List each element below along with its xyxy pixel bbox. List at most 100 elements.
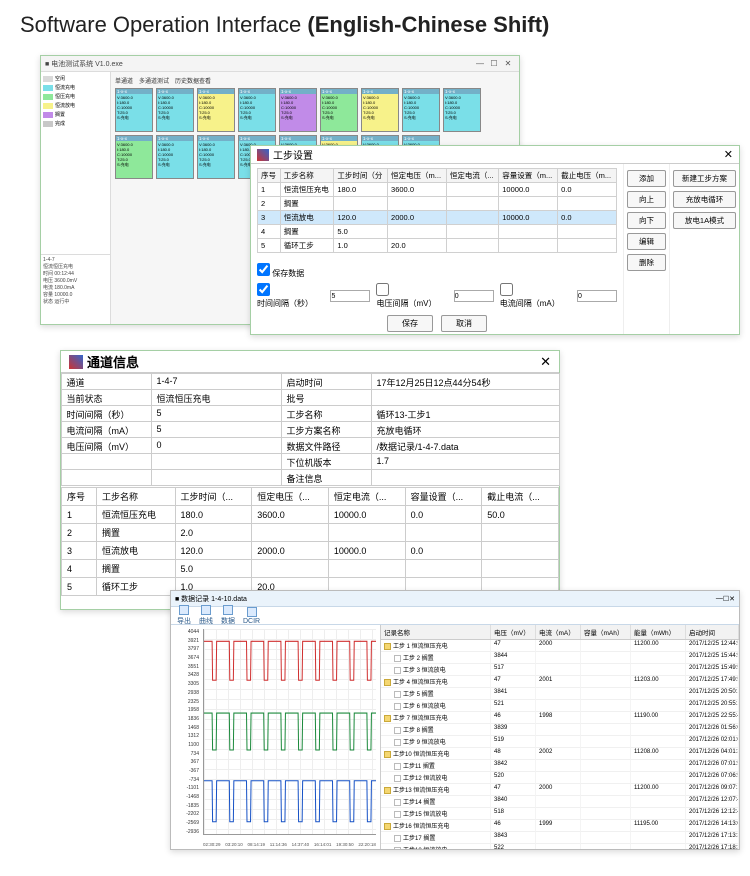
info-value (371, 469, 560, 486)
close-button[interactable]: ✕ (729, 595, 735, 603)
table-row: 2搁置2.0 (62, 524, 559, 542)
channel-info-dialog: 通道信息 ✕ 通道1-4-7启动时间17年12月25日12点44分54秒当前状态… (60, 350, 560, 610)
channel-tile[interactable]: 1-x-xV:3600.0I:180.0C:10000T:25.0S:充电 (115, 88, 153, 132)
channel-tile[interactable]: 1-x-xV:3600.0I:180.0C:10000T:25.0S:充电 (197, 88, 235, 132)
step-action-button[interactable]: 向上 (627, 191, 666, 208)
data-row[interactable]: 工步 4 恒流恒压充电47200111203.002017/12/25 17:4… (381, 676, 739, 688)
close-button[interactable]: ✕ (540, 354, 551, 370)
column-header[interactable]: 能量（mWh） (631, 625, 686, 639)
channel-tile[interactable]: 1-x-xV:3600.0I:180.0C:10000T:25.0S:充电 (156, 135, 194, 179)
info-value (151, 453, 282, 470)
data-row[interactable]: 工步14 搁置38402017/12/26 12:07:42 (381, 796, 739, 808)
info-label: 通道 (61, 373, 152, 390)
data-row[interactable]: 工步18 恒流放电5222017/12/26 17:18:30 (381, 844, 739, 849)
app-icon (69, 355, 83, 369)
channel-info-grid: 通道1-4-7启动时间17年12月25日12点44分54秒当前状态恒流恒压充电批… (61, 373, 559, 485)
step-action-button[interactable]: 编辑 (627, 233, 666, 250)
column-header[interactable]: 启动时间 (686, 625, 739, 639)
channel-tile[interactable]: 1-x-xV:3600.0I:180.0C:10000T:25.0S:充电 (279, 88, 317, 132)
info-label: 时间间隔（秒） (61, 405, 152, 422)
info-label (61, 469, 152, 486)
time-interval-input[interactable] (330, 290, 370, 302)
tab[interactable]: 单通道 (115, 76, 133, 85)
channel-tile[interactable]: 1-x-xV:3600.0I:180.0C:10000T:25.0S:充电 (197, 135, 235, 179)
time-interval-checkbox[interactable]: 时间间隔（秒） (257, 283, 324, 309)
data-row[interactable]: 工步10 恒流恒压充电48200211208.002017/12/26 04:0… (381, 748, 739, 760)
data-row[interactable]: 工步 9 恒流放电5192017/12/26 02:01:06 (381, 736, 739, 748)
column-header[interactable]: 容量（mAh） (581, 625, 631, 639)
channel-tile[interactable]: 1-x-xV:3600.0I:180.0C:10000T:25.0S:充电 (238, 88, 276, 132)
minimize-button[interactable]: — (716, 595, 723, 602)
data-row[interactable]: 工步17 搁置38432017/12/26 17:13:30 (381, 832, 739, 844)
maximize-button[interactable]: ☐ (487, 59, 501, 68)
close-button[interactable]: ✕ (724, 148, 733, 161)
volt-interval-input[interactable] (454, 290, 494, 302)
step-action-button[interactable]: 添加 (627, 170, 666, 187)
channel-tile[interactable]: 1-x-xV:3600.0I:180.0C:10000T:25.0S:充电 (320, 88, 358, 132)
chart-svg (204, 629, 376, 834)
table-row[interactable]: 1恒流恒压充电180.03600.010000.00.0 (258, 183, 617, 197)
tab[interactable]: 历史数据查看 (175, 76, 211, 85)
tab-strip: 单通道多通道测试历史数据查看 (115, 76, 515, 85)
win4-title: ■ 数据记录 1-4-10.data (175, 594, 247, 604)
data-row[interactable]: 工步12 恒流放电5202017/12/26 07:06:54 (381, 772, 739, 784)
save-button[interactable]: 保存 (387, 315, 433, 332)
tool-button[interactable]: 数据 (221, 605, 235, 626)
table-row[interactable]: 4搁置5.0 (258, 225, 617, 239)
win4-titlebar[interactable]: ■ 数据记录 1-4-10.data — ☐ ✕ (171, 591, 739, 607)
data-row[interactable]: 工步16 恒流恒压充电46199911195.002017/12/26 14:1… (381, 820, 739, 832)
tool-button[interactable]: DCIR (243, 607, 260, 625)
plan-button[interactable]: 新建工步方案 (673, 170, 736, 187)
steps-table[interactable]: 序号工步名称工步时间（分恒定电压（m...恒定电流（...容量设置（m...截止… (257, 168, 617, 253)
save-data-checkbox[interactable]: 保存数据 (257, 263, 617, 279)
step-action-button[interactable]: 删除 (627, 254, 666, 271)
data-row[interactable]: 工步15 恒流放电5182017/12/26 12:12:42 (381, 808, 739, 820)
channel-tile[interactable]: 1-x-xV:3600.0I:180.0C:10000T:25.0S:充电 (361, 88, 399, 132)
data-row[interactable]: 工步 7 恒流恒压充电46199811190.002017/12/25 22:5… (381, 712, 739, 724)
data-row[interactable]: 工步 8 搁置38392017/12/26 01:56:06 (381, 724, 739, 736)
win2-titlebar[interactable]: 工步设置 ✕ (251, 146, 739, 164)
toolbar: 导出曲线数据 DCIR (171, 607, 739, 625)
close-button[interactable]: ✕ (501, 59, 515, 68)
table-row[interactable]: 5循环工步1.020.0 (258, 239, 617, 253)
data-table-body[interactable]: 工步 1 恒流恒压充电47200011200.002017/12/25 12:4… (381, 640, 739, 849)
table-row[interactable]: 3恒流放电120.02000.010000.00.0 (258, 211, 617, 225)
data-row[interactable]: 工步 3 恒流放电5172017/12/25 15:49:54 (381, 664, 739, 676)
legend-item: 搁置 (43, 110, 108, 119)
win1-titlebar[interactable]: ■ 电池测试系统 V1.0.exe — ☐ ✕ (41, 56, 519, 72)
column-header[interactable]: 电流（mA） (536, 625, 581, 639)
data-row[interactable]: 工步 6 恒流放电5212017/12/25 20:55:18 (381, 700, 739, 712)
table-row: 4搁置5.0 (62, 560, 559, 578)
info-value (371, 389, 560, 406)
data-row[interactable]: 工步11 搁置38422017/12/26 07:01:54 (381, 760, 739, 772)
legend-item: 空闲 (43, 74, 108, 83)
cancel-button[interactable]: 取消 (441, 315, 487, 332)
legend-item: 恒流放电 (43, 101, 108, 110)
plan-button[interactable]: 充放电循环 (673, 191, 736, 208)
column-header[interactable]: 电压（mV） (491, 625, 536, 639)
data-row[interactable]: 工步 1 恒流恒压充电47200011200.002017/12/25 12:4… (381, 640, 739, 652)
tab[interactable]: 多通道测试 (139, 76, 169, 85)
table-row[interactable]: 2搁置 (258, 197, 617, 211)
channel-tile[interactable]: 1-x-xV:3600.0I:180.0C:10000T:25.0S:充电 (115, 135, 153, 179)
x-axis: 02:30:2903:20:1008:14:1911:14:3614:37:40… (203, 842, 376, 847)
tool-button[interactable]: 导出 (177, 605, 191, 626)
data-row[interactable]: 工步 2 搁置38442017/12/25 15:44:54 (381, 652, 739, 664)
status-panel: 1-4-7恒流恒压充电时间 00:12:44电压 3600.0mV电流 180.… (41, 254, 110, 324)
channel-tile[interactable]: 1-x-xV:3600.0I:180.0C:10000T:25.0S:充电 (402, 88, 440, 132)
minimize-button[interactable]: — (473, 59, 487, 68)
curr-interval-checkbox[interactable]: 电流间隔（mA） (500, 283, 571, 309)
sidebar: 空闲恒流充电恒压充电恒流放电搁置完成 1-4-7恒流恒压充电时间 00:12:4… (41, 72, 111, 324)
curr-interval-input[interactable] (577, 290, 617, 302)
volt-interval-checkbox[interactable]: 电压间隔（mV） (376, 283, 447, 309)
data-row[interactable]: 工步 5 搁置38412017/12/25 20:50:18 (381, 688, 739, 700)
tool-button[interactable]: 曲线 (199, 605, 213, 626)
data-row[interactable]: 工步13 恒流恒压充电47200011200.002017/12/26 09:0… (381, 784, 739, 796)
step-action-button[interactable]: 向下 (627, 212, 666, 229)
channel-tile[interactable]: 1-x-xV:3600.0I:180.0C:10000T:25.0S:充电 (443, 88, 481, 132)
plan-button[interactable]: 放电1A模式 (673, 212, 736, 229)
column-header[interactable]: 记录名称 (381, 625, 491, 639)
channel-tile[interactable]: 1-x-xV:3600.0I:180.0C:10000T:25.0S:充电 (156, 88, 194, 132)
win3-titlebar[interactable]: 通道信息 ✕ (61, 351, 559, 373)
info-value: 5 (151, 405, 282, 422)
